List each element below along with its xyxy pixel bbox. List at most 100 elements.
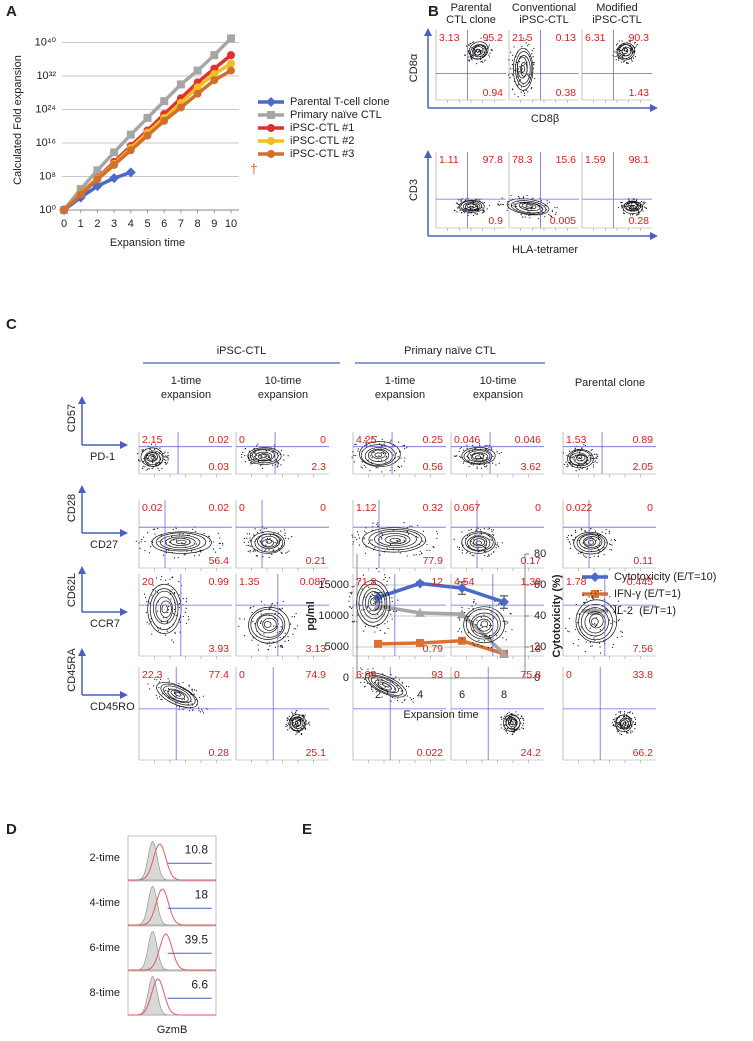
event-dot	[580, 459, 583, 461]
event-dot	[165, 456, 168, 458]
event-dot	[462, 462, 464, 464]
event-dot	[509, 723, 511, 726]
event-dot	[533, 47, 535, 50]
event-dot	[481, 212, 484, 214]
event-dot	[364, 678, 366, 681]
event-dot	[527, 210, 529, 212]
event-dot	[365, 532, 367, 534]
quadrant-value: 21.5	[512, 32, 533, 44]
event-dot	[551, 211, 553, 213]
contour	[362, 587, 386, 620]
event-dot	[501, 197, 503, 199]
event-dot	[485, 550, 487, 553]
event-dot	[615, 44, 618, 46]
event-dot	[247, 541, 250, 543]
data-point	[499, 648, 509, 658]
event-dot	[179, 621, 181, 623]
event-dot	[488, 56, 491, 58]
quadrant-value: 0	[535, 502, 541, 514]
event-dot	[242, 451, 244, 454]
data-point	[160, 116, 169, 125]
y-marker-label: CD57	[66, 404, 78, 432]
event-dot	[624, 711, 626, 713]
x-marker-label: CD27	[90, 539, 118, 551]
event-dot	[155, 462, 157, 464]
event-dot	[634, 728, 636, 730]
event-dot	[466, 45, 468, 47]
event-dot	[170, 598, 172, 600]
event-dot	[621, 55, 623, 57]
event-dot	[271, 602, 273, 605]
contour	[265, 539, 272, 544]
event-dot	[507, 622, 509, 624]
event-dot	[456, 207, 458, 209]
event-dot	[301, 733, 303, 736]
event-dot	[282, 600, 284, 603]
event-dot	[352, 536, 354, 538]
event-dot	[260, 620, 263, 622]
event-dot	[490, 49, 492, 51]
event-dot	[605, 608, 607, 610]
event-dot	[478, 199, 480, 201]
event-dot	[287, 729, 289, 731]
event-dot	[248, 533, 251, 535]
event-dot	[352, 621, 355, 623]
event-dot	[159, 627, 161, 629]
quadrant-value: 0.022	[566, 502, 592, 514]
sample-histogram	[128, 843, 216, 881]
panel-letter: E	[302, 821, 312, 838]
contour	[254, 451, 273, 461]
y2-tick-label: 60	[534, 579, 546, 591]
event-dot	[369, 610, 371, 612]
event-dot	[613, 620, 615, 622]
event-dot	[508, 59, 510, 61]
event-dot	[278, 547, 280, 549]
event-dot	[611, 722, 614, 724]
event-dot	[146, 457, 149, 460]
event-dot	[480, 61, 482, 63]
event-dot	[356, 621, 358, 623]
event-dot	[267, 455, 269, 457]
event-dot	[386, 591, 388, 594]
legend-label: IL-2 (E/T=1)	[614, 605, 676, 617]
event-dot	[622, 212, 625, 214]
contour	[462, 202, 481, 211]
contour	[288, 714, 307, 732]
event-dot	[306, 723, 308, 725]
event-dot	[388, 577, 390, 579]
event-dot	[483, 546, 486, 548]
event-dot	[305, 720, 308, 722]
event-dot	[461, 552, 464, 554]
event-dot	[364, 530, 366, 532]
legend-label: iPSC-CTL #1	[290, 122, 354, 134]
event-dot	[363, 464, 365, 467]
x-tick-label: 8	[195, 218, 201, 230]
event-dot	[491, 448, 493, 450]
event-dot	[152, 457, 155, 459]
event-dot	[208, 535, 210, 537]
event-dot	[153, 448, 156, 450]
event-dot	[183, 698, 186, 700]
event-dot	[623, 60, 625, 62]
event-dot	[182, 615, 184, 618]
data-point	[193, 83, 202, 92]
event-dot	[605, 532, 607, 535]
event-dot	[150, 443, 153, 445]
event-dot	[583, 444, 585, 446]
event-dot	[585, 556, 587, 559]
event-dot	[617, 600, 620, 602]
event-dot	[574, 447, 576, 449]
event-dot	[421, 552, 423, 555]
quadrant-value: 0.56	[423, 461, 444, 473]
event-dot	[495, 464, 497, 466]
event-dot	[525, 38, 527, 40]
event-dot	[281, 607, 284, 609]
contour	[155, 532, 207, 552]
event-dot	[634, 46, 636, 49]
row-label: 6-time	[89, 942, 120, 954]
event-dot	[598, 552, 600, 555]
event-dot	[580, 528, 582, 530]
event-dot	[404, 457, 406, 459]
x-axis-title: Expansion time	[110, 237, 185, 249]
event-dot	[291, 711, 293, 713]
